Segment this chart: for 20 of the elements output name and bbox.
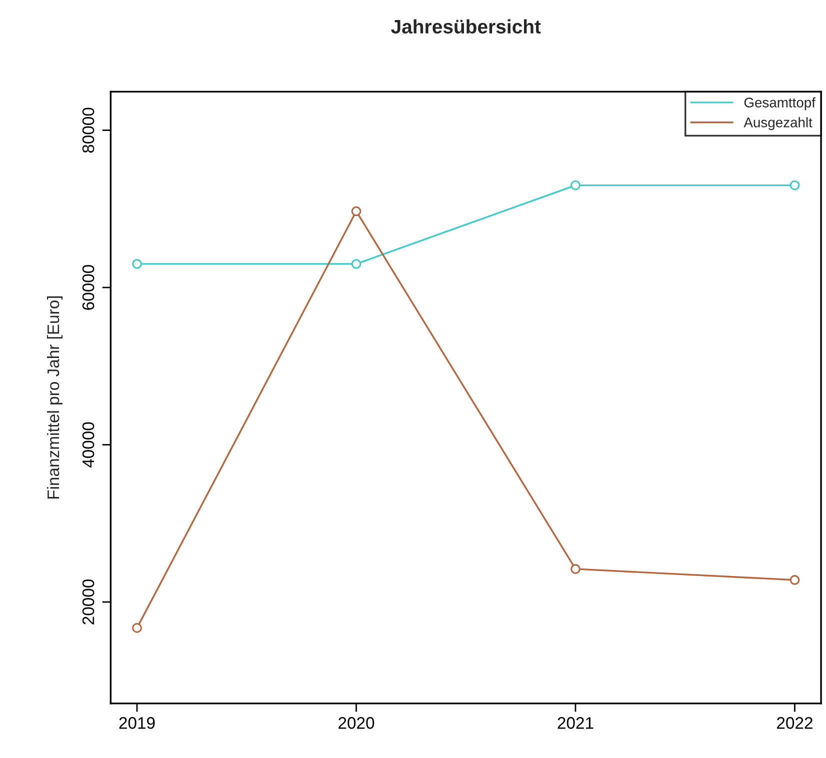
y-tick-label: 20000 <box>82 579 94 624</box>
y-tick-label: 80000 <box>82 108 94 153</box>
point <box>790 180 800 190</box>
chart-title: Jahresübersicht <box>391 19 541 34</box>
legend-label: Gesamttopf <box>744 97 816 110</box>
point <box>570 180 580 190</box>
point <box>351 258 362 269</box>
y-tick-label: 60000 <box>82 264 94 310</box>
point <box>351 206 362 216</box>
point <box>132 258 142 269</box>
x-tick-label: 2020 <box>338 717 374 729</box>
point <box>132 623 142 633</box>
x-tick-label: 2021 <box>558 717 594 729</box>
x-tick-label: 2019 <box>119 717 155 729</box>
point <box>790 575 800 585</box>
y-axis-title: Finanzmittel pro Jahr [Euro] <box>46 296 63 499</box>
point <box>570 564 580 574</box>
legend-label: Ausgezahlt <box>744 117 812 130</box>
x-tick-label: 2022 <box>777 717 812 729</box>
y-tick-label: 40000 <box>82 422 94 468</box>
